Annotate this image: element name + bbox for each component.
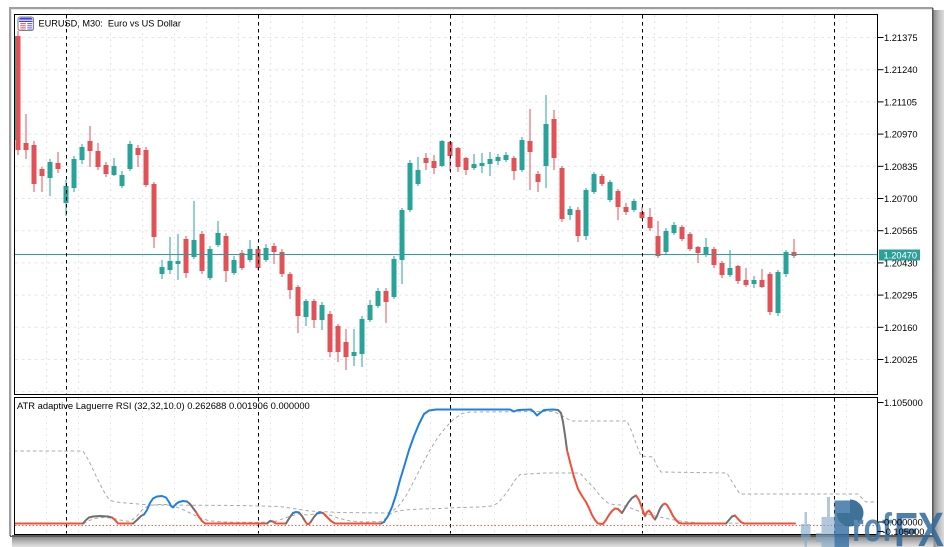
svg-text:-0.105000: -0.105000 bbox=[883, 527, 925, 537]
svg-text:1.20565: 1.20565 bbox=[884, 226, 918, 236]
svg-text:1.20295: 1.20295 bbox=[884, 291, 918, 301]
svg-text:1.20470: 1.20470 bbox=[884, 250, 918, 260]
svg-text:0.000000: 0.000000 bbox=[884, 518, 923, 528]
svg-text:1.21375: 1.21375 bbox=[884, 33, 918, 43]
svg-text:1.20430: 1.20430 bbox=[884, 258, 918, 268]
svg-text:EURUSD, M30: Euro vs US Dolla: EURUSD, M30: Euro vs US Dollar bbox=[39, 18, 181, 28]
svg-text:ATR adaptive Laguerre RSI (32,: ATR adaptive Laguerre RSI (32,32,10.0) 0… bbox=[17, 400, 310, 411]
svg-text:FX: FX bbox=[894, 504, 944, 547]
svg-text:1.20835: 1.20835 bbox=[884, 162, 918, 172]
svg-text:1.105000: 1.105000 bbox=[884, 398, 923, 408]
svg-text:rof: rof bbox=[852, 506, 893, 547]
svg-text:1.20970: 1.20970 bbox=[884, 130, 918, 140]
svg-text:1.20160: 1.20160 bbox=[884, 323, 918, 333]
svg-text:1.20025: 1.20025 bbox=[884, 355, 918, 365]
svg-text:1.21240: 1.21240 bbox=[884, 65, 918, 75]
svg-text:1.21105: 1.21105 bbox=[884, 97, 917, 107]
svg-text:1.20700: 1.20700 bbox=[884, 194, 918, 204]
